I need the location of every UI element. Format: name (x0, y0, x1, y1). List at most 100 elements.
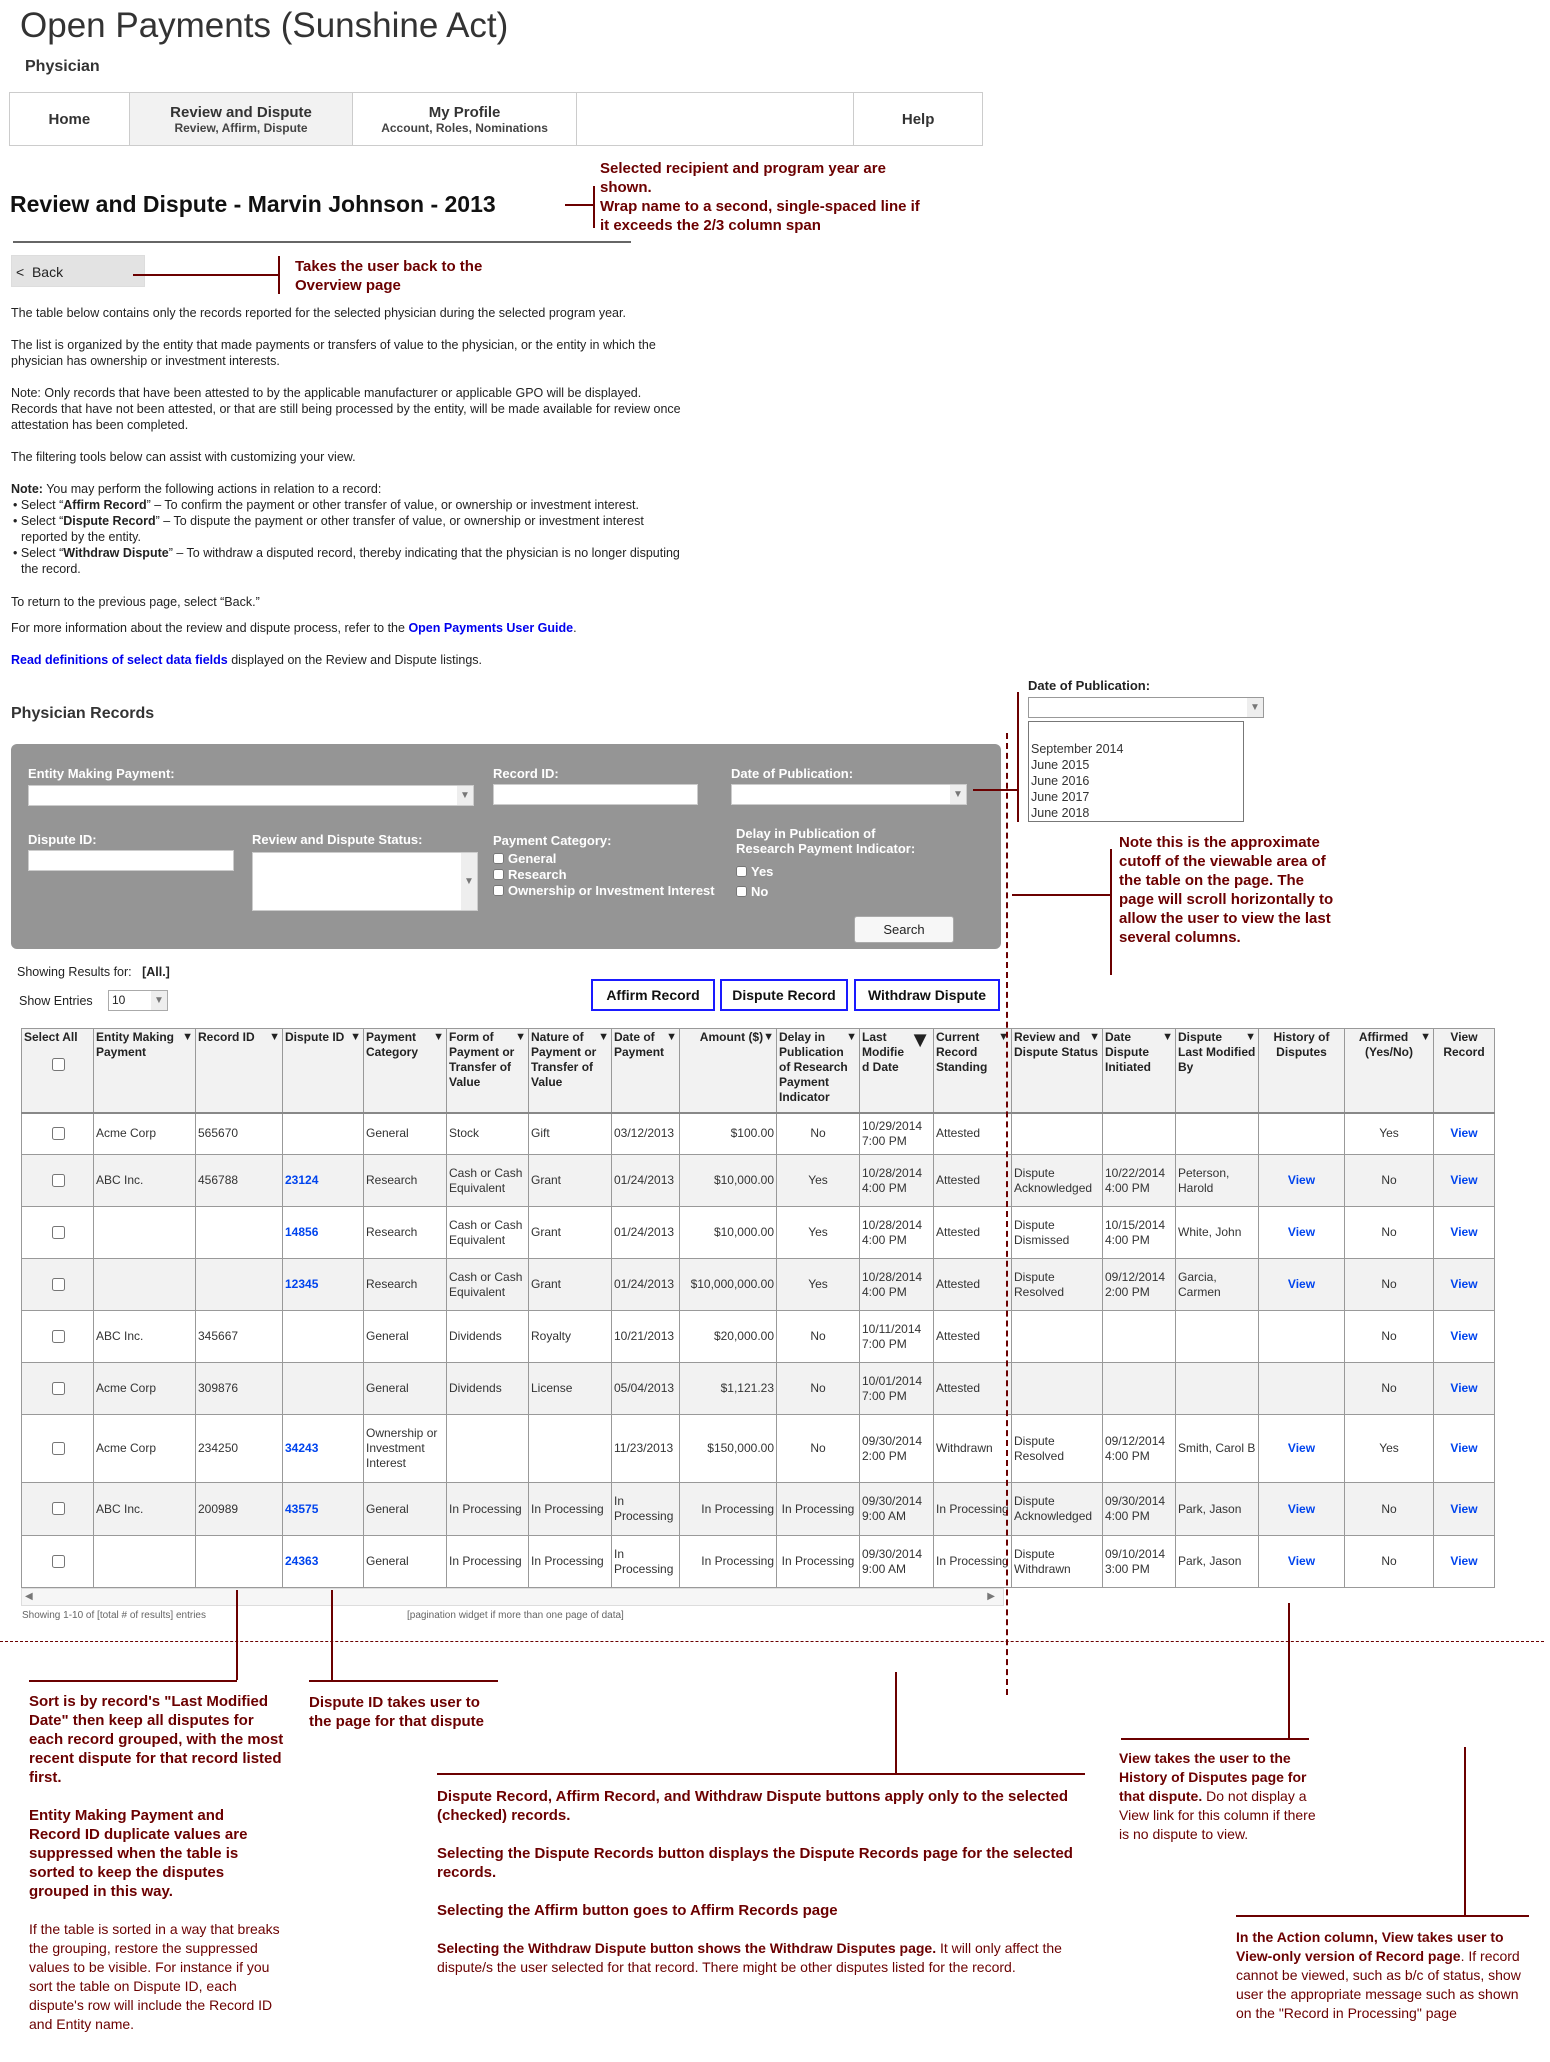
view-record-link[interactable]: View (1450, 1501, 1478, 1516)
category-general[interactable]: General (493, 851, 556, 866)
date-pub-option[interactable]: June 2016 (1031, 774, 1090, 788)
nav-my-profile[interactable]: My Profile Account, Roles, Nominations (353, 93, 577, 145)
row-checkbox[interactable] (51, 1126, 65, 1140)
column-header[interactable]: Select All (21, 1028, 94, 1114)
search-button[interactable]: Search (854, 916, 954, 943)
view-record-link[interactable]: View (1450, 1441, 1478, 1455)
column-header[interactable]: ▼ Date of Payment (611, 1028, 680, 1114)
dispute-id-link[interactable]: 34243 (285, 1441, 319, 1455)
sort-arrow-icon[interactable]: ▼ (998, 1031, 1009, 1043)
column-header[interactable]: View Record (1433, 1028, 1495, 1114)
date-pub-option[interactable]: September 2014 (1031, 742, 1124, 756)
nav-review-dispute[interactable]: Review and Dispute Review, Affirm, Disput… (129, 93, 354, 145)
dispute-id-link[interactable]: 24363 (285, 1554, 319, 1568)
view-record-link[interactable]: View (1450, 1277, 1478, 1291)
sort-arrow-icon[interactable]: ▼ (1162, 1031, 1173, 1043)
show-entries-select[interactable]: 10 ▼ (108, 990, 168, 1011)
sort-arrow-icon[interactable]: ▼ (846, 1031, 857, 1043)
scroll-right-icon[interactable]: ▶ (987, 1591, 995, 1602)
select-all-checkbox[interactable] (51, 1058, 65, 1071)
category-general-checkbox[interactable] (493, 853, 504, 864)
column-header[interactable]: ▼ Current Record Standing (933, 1028, 1012, 1114)
row-checkbox[interactable] (51, 1554, 65, 1568)
nav-home[interactable]: Home (10, 93, 130, 145)
column-header[interactable]: ▼ Dispute Last Modified By (1175, 1028, 1259, 1114)
sort-arrow-icon[interactable]: ▼ (1420, 1031, 1431, 1043)
sort-arrow-icon[interactable]: ▼ (1089, 1031, 1100, 1043)
sort-arrow-icon[interactable]: ▼ (909, 1028, 931, 1052)
sort-arrow-icon[interactable]: ▼ (666, 1031, 677, 1043)
view-record-link[interactable]: View (1450, 1225, 1478, 1239)
row-checkbox[interactable] (51, 1225, 65, 1239)
row-checkbox[interactable] (51, 1502, 65, 1515)
category-ownership-checkbox[interactable] (493, 885, 504, 896)
date-pub-select[interactable]: ▼ (731, 784, 967, 805)
history-view-link[interactable]: View (1287, 1225, 1316, 1239)
record-id-input[interactable] (493, 784, 698, 805)
date-pub-option[interactable]: June 2018 (1031, 806, 1090, 820)
delay-no-checkbox[interactable] (736, 886, 747, 897)
dispute-id-link[interactable]: 23124 (285, 1173, 319, 1187)
sort-arrow-icon[interactable]: ▼ (269, 1031, 280, 1043)
row-checkbox[interactable] (51, 1441, 65, 1455)
back-button[interactable]: < Back (11, 255, 145, 287)
delay-no[interactable]: No (736, 884, 768, 899)
sort-arrow-icon[interactable]: ▼ (1245, 1031, 1256, 1043)
column-header[interactable]: ▼ Dispute ID (282, 1028, 364, 1114)
history-view-link[interactable]: View (1287, 1173, 1316, 1187)
view-record-link[interactable]: View (1450, 1173, 1478, 1187)
dispute-record-button[interactable]: Dispute Record (720, 979, 848, 1011)
column-header[interactable]: ▼ Nature of Payment or Transfer of Value (528, 1028, 612, 1114)
row-checkbox[interactable] (51, 1277, 65, 1291)
dispute-id-input[interactable] (28, 850, 234, 871)
column-header[interactable]: ▼ Date Dispute Initiated (1102, 1028, 1176, 1114)
sort-arrow-icon[interactable]: ▼ (182, 1031, 193, 1043)
column-header[interactable]: ▼ Amount ($) (679, 1028, 777, 1114)
category-research-checkbox[interactable] (493, 869, 504, 880)
date-pub-options[interactable]: September 2014 June 2015 June 2016 June 201… (1028, 721, 1244, 822)
column-header[interactable]: ▼ Record ID (195, 1028, 283, 1114)
column-header[interactable]: History of Disputes (1258, 1028, 1345, 1114)
scroll-left-icon[interactable]: ◀ (25, 1591, 33, 1602)
date-pub-option[interactable]: June 2015 (1031, 758, 1090, 772)
status-listbox[interactable]: ▼ (252, 852, 478, 911)
date-pub-popup-select[interactable]: ▼ (1028, 697, 1264, 718)
category-research[interactable]: Research (493, 867, 567, 882)
entity-select[interactable]: ▼ (28, 785, 474, 806)
row-checkbox[interactable] (51, 1381, 65, 1395)
dispute-id-link[interactable]: 12345 (285, 1277, 319, 1291)
dispute-id-link[interactable]: 43575 (285, 1501, 319, 1516)
affirm-record-button[interactable]: Affirm Record (591, 979, 715, 1011)
column-header[interactable]: ▼ Payment Category (363, 1028, 447, 1114)
view-record-link[interactable]: View (1450, 1554, 1478, 1568)
column-header[interactable]: ▼ Review and Dispute Status (1011, 1028, 1103, 1114)
row-checkbox[interactable] (51, 1329, 65, 1343)
column-header[interactable]: ▼ Affirmed (Yes/No) (1344, 1028, 1434, 1114)
column-header[interactable]: ▼ Last Modified Date (859, 1028, 934, 1114)
user-guide-link[interactable]: Open Payments User Guide (408, 621, 574, 635)
history-view-link[interactable]: View (1287, 1277, 1316, 1291)
date-pub-option[interactable]: June 2017 (1031, 790, 1090, 804)
definitions-link[interactable]: Read definitions of select data fields (11, 653, 228, 667)
category-ownership[interactable]: Ownership or Investment Interest (493, 883, 715, 898)
withdraw-dispute-button[interactable]: Withdraw Dispute (854, 979, 1000, 1011)
row-checkbox[interactable] (51, 1173, 65, 1187)
sort-arrow-icon[interactable]: ▼ (598, 1031, 609, 1043)
history-view-link[interactable]: View (1287, 1554, 1316, 1568)
sort-arrow-icon[interactable]: ▼ (433, 1031, 444, 1043)
delay-yes[interactable]: Yes (736, 864, 773, 879)
view-record-link[interactable]: View (1450, 1329, 1478, 1343)
column-header[interactable]: ▼ Entity Making Payment (93, 1028, 196, 1114)
column-header[interactable]: ▼ Form of Payment or Transfer of Value (446, 1028, 529, 1114)
sort-arrow-icon[interactable]: ▼ (515, 1031, 526, 1043)
nav-help[interactable]: Help (854, 93, 982, 145)
view-record-link[interactable]: View (1450, 1126, 1478, 1141)
history-view-link[interactable]: View (1287, 1501, 1316, 1516)
dispute-id-link[interactable]: 14856 (285, 1225, 319, 1239)
view-record-link[interactable]: View (1450, 1381, 1478, 1395)
column-header[interactable]: ▼ Delay in Publication of Research Paymen… (776, 1028, 860, 1114)
history-view-link[interactable]: View (1287, 1441, 1316, 1455)
delay-yes-checkbox[interactable] (736, 866, 747, 877)
sort-arrow-icon[interactable]: ▼ (763, 1031, 774, 1043)
sort-arrow-icon[interactable]: ▼ (350, 1031, 361, 1043)
